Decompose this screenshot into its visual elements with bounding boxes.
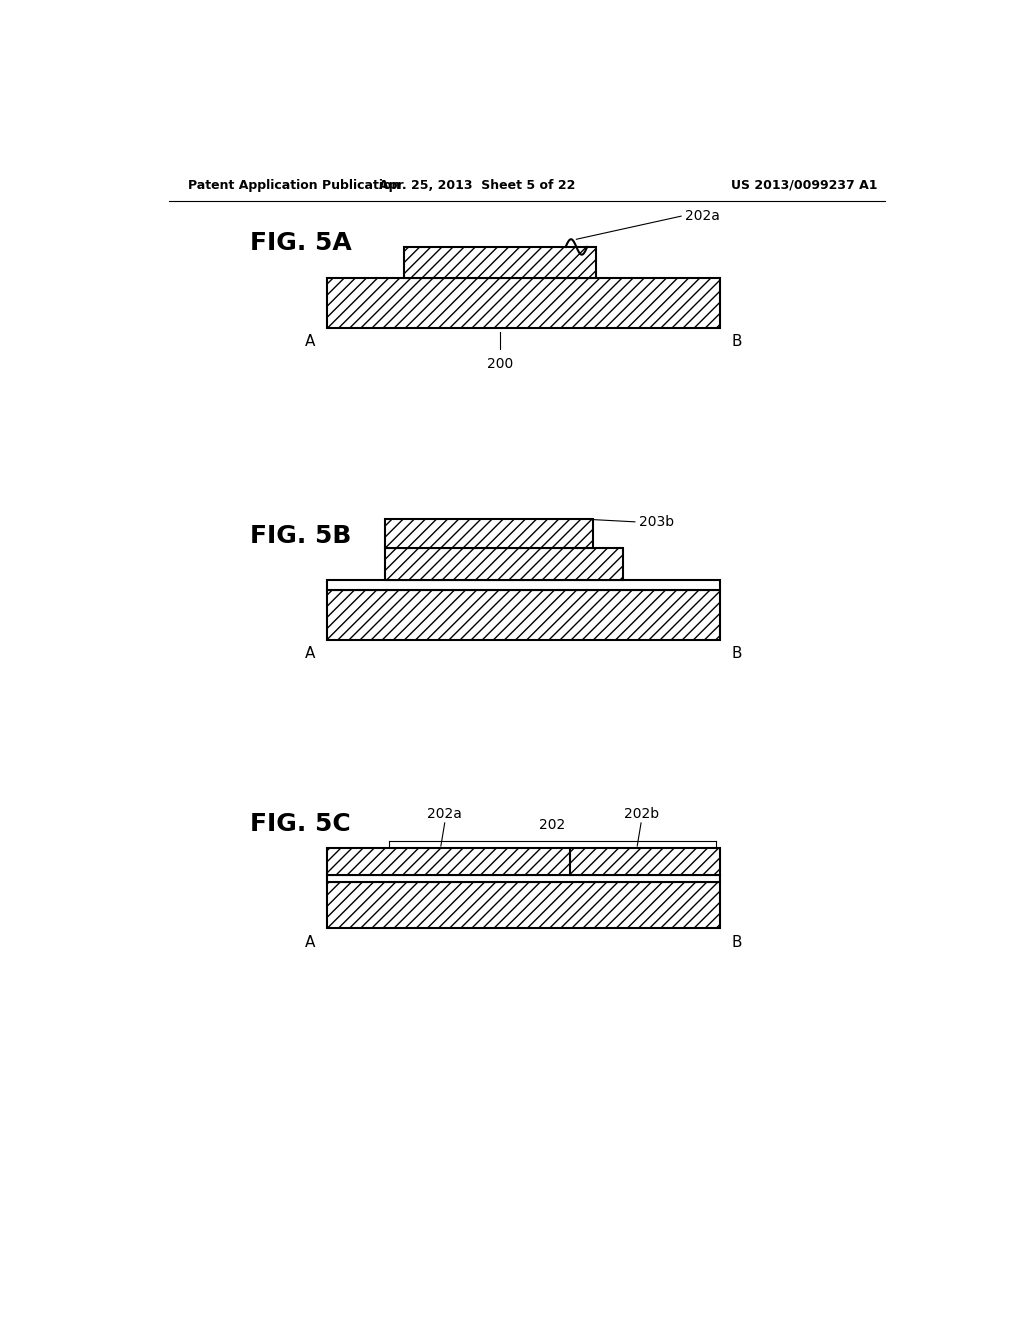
Text: FIG. 5A: FIG. 5A xyxy=(250,231,351,255)
Text: Patent Application Publication: Patent Application Publication xyxy=(188,178,400,191)
Text: B: B xyxy=(731,935,741,950)
Text: 202a: 202a xyxy=(427,807,462,821)
Bar xyxy=(327,882,720,928)
Text: A: A xyxy=(305,334,315,350)
Bar xyxy=(403,247,596,277)
Text: 203b: 203b xyxy=(639,515,674,529)
Bar xyxy=(327,590,720,640)
Text: FIG. 5B: FIG. 5B xyxy=(250,524,351,548)
Bar xyxy=(327,277,720,327)
Bar xyxy=(385,548,624,581)
Text: Apr. 25, 2013  Sheet 5 of 22: Apr. 25, 2013 Sheet 5 of 22 xyxy=(379,178,575,191)
Text: A: A xyxy=(305,645,315,661)
Text: B: B xyxy=(731,645,741,661)
Text: B: B xyxy=(731,334,741,350)
Text: A: A xyxy=(305,935,315,950)
Bar xyxy=(327,875,720,882)
Bar xyxy=(327,847,720,875)
Text: 202b: 202b xyxy=(624,807,658,821)
Bar xyxy=(385,519,593,548)
Text: 202: 202 xyxy=(539,818,565,832)
Text: 200: 200 xyxy=(487,358,513,371)
Bar xyxy=(327,581,720,590)
Text: US 2013/0099237 A1: US 2013/0099237 A1 xyxy=(731,178,878,191)
Text: 202a: 202a xyxy=(685,209,720,223)
Text: FIG. 5C: FIG. 5C xyxy=(250,812,350,837)
